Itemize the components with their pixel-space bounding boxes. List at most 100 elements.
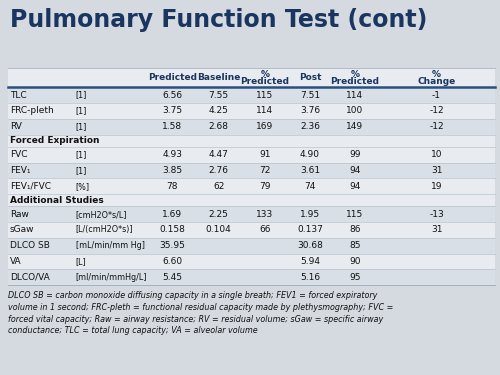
Text: RV: RV [10, 122, 22, 131]
Bar [8, 119, 495, 135]
Text: 66: 66 [259, 225, 270, 234]
Text: 4.25: 4.25 [208, 106, 229, 116]
Text: 5.94: 5.94 [300, 257, 320, 266]
Text: 114: 114 [256, 106, 274, 116]
Text: 99: 99 [349, 150, 360, 159]
Text: FVC: FVC [10, 150, 28, 159]
Text: 5.45: 5.45 [162, 273, 182, 282]
Text: 1.95: 1.95 [300, 210, 320, 219]
Text: 2.76: 2.76 [208, 166, 229, 175]
Text: Predicted: Predicted [240, 76, 290, 86]
Text: %: % [432, 70, 441, 79]
Bar [8, 269, 495, 285]
Text: 1.69: 1.69 [162, 210, 182, 219]
Text: FRC-pleth: FRC-pleth [10, 106, 54, 116]
Text: Raw: Raw [10, 210, 29, 219]
Bar [8, 254, 495, 269]
Text: FEV₁: FEV₁ [10, 166, 30, 175]
Text: 62: 62 [213, 182, 224, 190]
Text: 90: 90 [349, 257, 360, 266]
Bar [8, 194, 495, 206]
Bar [8, 238, 495, 254]
Bar [8, 178, 495, 194]
Text: Predicted: Predicted [148, 73, 197, 82]
Text: TLC: TLC [10, 91, 26, 100]
Text: %: % [260, 70, 270, 79]
Text: DLCO SB = carbon monoxide diffusing capacity in a single breath; FEV1 = forced e: DLCO SB = carbon monoxide diffusing capa… [8, 291, 394, 335]
Text: 35.95: 35.95 [160, 241, 186, 250]
Text: [1]: [1] [76, 166, 87, 175]
Text: 2.25: 2.25 [208, 210, 229, 219]
Text: 3.85: 3.85 [162, 166, 182, 175]
Text: 100: 100 [346, 106, 364, 116]
Text: 30.68: 30.68 [297, 241, 323, 250]
Text: DLCO SB: DLCO SB [10, 241, 50, 250]
Text: -1: -1 [432, 91, 441, 100]
Text: 0.158: 0.158 [160, 225, 186, 234]
Text: 6.60: 6.60 [162, 257, 182, 266]
Text: [cmH2O*s/L]: [cmH2O*s/L] [76, 210, 127, 219]
Text: 95: 95 [349, 273, 360, 282]
Text: 5.16: 5.16 [300, 273, 320, 282]
Text: 10: 10 [431, 150, 442, 159]
Text: 74: 74 [304, 182, 316, 190]
Text: Post: Post [298, 73, 321, 82]
Text: 72: 72 [259, 166, 270, 175]
Text: 149: 149 [346, 122, 364, 131]
Text: -13: -13 [429, 210, 444, 219]
Text: VA: VA [10, 257, 22, 266]
Text: [1]: [1] [76, 122, 87, 131]
Text: Forced Expiration: Forced Expiration [10, 136, 100, 145]
Bar [8, 147, 495, 162]
Text: %: % [350, 70, 360, 79]
Text: 0.137: 0.137 [297, 225, 323, 234]
Text: Additional Studies: Additional Studies [10, 196, 104, 205]
Text: -12: -12 [429, 122, 444, 131]
Bar [8, 162, 495, 178]
Text: 31: 31 [431, 225, 442, 234]
Text: 0.104: 0.104 [206, 225, 232, 234]
Bar [8, 87, 495, 103]
Text: [1]: [1] [76, 150, 87, 159]
Text: 3.61: 3.61 [300, 166, 320, 175]
Bar [8, 222, 495, 238]
Text: 115: 115 [256, 91, 274, 100]
Text: sGaw: sGaw [10, 225, 34, 234]
Text: 4.93: 4.93 [162, 150, 182, 159]
Text: -12: -12 [429, 106, 444, 116]
Bar [8, 68, 495, 87]
Text: 1.58: 1.58 [162, 122, 182, 131]
Text: 94: 94 [350, 166, 360, 175]
Text: 115: 115 [346, 210, 364, 219]
Text: 19: 19 [431, 182, 442, 190]
Text: 6.56: 6.56 [162, 91, 182, 100]
Text: 3.75: 3.75 [162, 106, 182, 116]
Text: 3.76: 3.76 [300, 106, 320, 116]
Text: 2.36: 2.36 [300, 122, 320, 131]
Text: 91: 91 [259, 150, 270, 159]
Text: 4.47: 4.47 [208, 150, 229, 159]
Text: [%]: [%] [76, 182, 90, 190]
Bar [8, 135, 495, 147]
Text: 169: 169 [256, 122, 274, 131]
Text: DLCO/VA: DLCO/VA [10, 273, 50, 282]
Text: 114: 114 [346, 91, 364, 100]
Text: 79: 79 [259, 182, 270, 190]
Text: [mL/min/mm Hg]: [mL/min/mm Hg] [76, 241, 144, 250]
Text: 133: 133 [256, 210, 274, 219]
Text: Pulmonary Function Test (cont): Pulmonary Function Test (cont) [10, 8, 428, 32]
Text: Baseline: Baseline [197, 73, 240, 82]
Bar [8, 103, 495, 119]
Text: 7.55: 7.55 [208, 91, 229, 100]
Text: 85: 85 [349, 241, 360, 250]
Text: 4.90: 4.90 [300, 150, 320, 159]
Text: [L/(cmH2O*s)]: [L/(cmH2O*s)] [76, 225, 134, 234]
Text: 78: 78 [166, 182, 178, 190]
Bar [8, 206, 495, 222]
Text: FEV₁/FVC: FEV₁/FVC [10, 182, 51, 190]
Text: [1]: [1] [76, 106, 87, 116]
Text: 31: 31 [431, 166, 442, 175]
Text: Predicted: Predicted [330, 76, 380, 86]
Text: 2.68: 2.68 [208, 122, 229, 131]
Text: 7.51: 7.51 [300, 91, 320, 100]
